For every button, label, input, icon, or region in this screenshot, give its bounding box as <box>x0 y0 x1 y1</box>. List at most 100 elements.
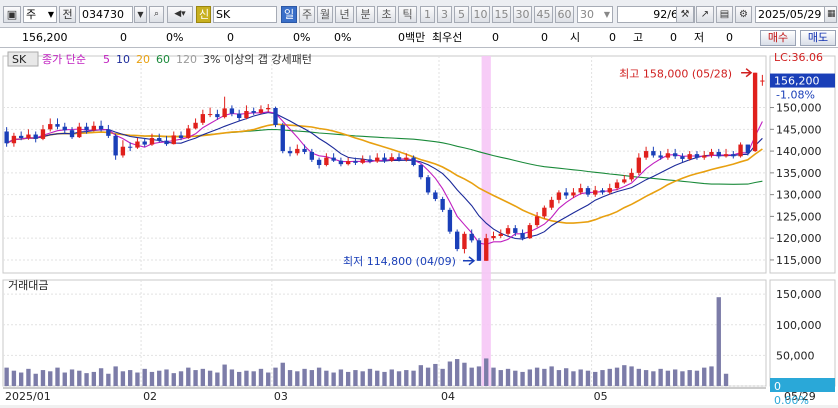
volume-bar <box>622 365 627 386</box>
volume-bar <box>258 368 264 386</box>
volume-bar <box>462 362 467 386</box>
volume-bar <box>680 371 685 386</box>
candle-body <box>18 135 24 139</box>
volume-bar <box>360 371 365 386</box>
period-tick[interactable]: 틱 <box>398 6 417 23</box>
volume-bar <box>484 358 489 386</box>
candle-body <box>324 157 329 166</box>
date-field[interactable]: 2025/05/29 <box>755 6 825 23</box>
sell-button[interactable]: 매도 <box>800 30 836 46</box>
candle-body <box>614 182 620 189</box>
change-value: 0 <box>120 31 127 44</box>
best-bid-a: 0 <box>492 31 499 44</box>
volume-value: 0 <box>227 31 234 44</box>
price-tick-label: 115,000 <box>776 254 822 267</box>
volume-bar <box>324 370 329 386</box>
volume-bar <box>186 367 191 386</box>
speaker-icon[interactable]: ◀▾ <box>167 6 193 23</box>
candle-body <box>672 153 678 157</box>
period-second[interactable]: 초 <box>377 6 396 23</box>
volume-bar <box>273 367 278 386</box>
period-year[interactable]: 년 <box>335 6 354 23</box>
chart-area[interactable]: 150,000 145,000 140,000 135,000 130,000 125,0… <box>0 48 838 407</box>
volume-bar <box>135 372 140 386</box>
volume-bar <box>534 367 540 386</box>
low-arrow <box>462 256 476 266</box>
period-month[interactable]: 월 <box>317 6 333 23</box>
period-minute[interactable]: 분 <box>356 6 375 23</box>
candle-body <box>40 129 46 139</box>
candle-body <box>280 124 285 152</box>
volume-bar <box>469 367 474 386</box>
type-select[interactable]: 주 ▼ <box>23 6 57 23</box>
volume-bar <box>142 368 147 386</box>
last-volume-pct: 0.00% <box>774 394 809 405</box>
interval-45[interactable]: 45 <box>534 6 553 23</box>
calendar-icon[interactable]: ▦ <box>824 6 837 23</box>
interval-60[interactable]: 60 <box>555 6 574 23</box>
candle-body <box>418 165 424 178</box>
candle-body <box>520 232 525 239</box>
legend-item: 종가 단순 <box>42 53 86 66</box>
symbol-tag-box <box>7 51 39 67</box>
volume-bar <box>411 370 416 386</box>
candle-body <box>404 157 409 160</box>
volume-bar <box>571 371 576 386</box>
interval-15[interactable]: 15 <box>492 6 511 23</box>
moving-averages <box>6 111 763 245</box>
volume-bar <box>556 370 562 386</box>
candle-body <box>236 113 242 118</box>
candle-body <box>171 135 176 145</box>
candle-body <box>585 188 591 195</box>
chart-line-icon[interactable]: ↗ <box>696 6 714 23</box>
code-input[interactable]: 034730 <box>79 6 133 23</box>
save-icon[interactable]: ▤ <box>716 6 733 23</box>
best-bid-label: 최우선 <box>432 31 463 44</box>
search-icon[interactable]: ⌕ <box>149 6 164 23</box>
volume-bar <box>69 369 75 386</box>
buy-button[interactable]: 매수 <box>760 30 796 46</box>
lc-label: LC:36.06 <box>774 51 823 64</box>
candle-body <box>658 155 663 158</box>
volume-bar <box>513 370 518 386</box>
interval-1[interactable]: 1 <box>420 6 435 23</box>
volume-bar <box>11 370 17 386</box>
toolbar: ▣ 주 ▼ 전 034730 ▼ ⌕ ◀▾ 신 SK 일 주 월 년 분 초 틱 … <box>0 0 838 28</box>
high-label: 고 <box>633 31 644 44</box>
last-volume-box <box>770 378 835 392</box>
volume-bar <box>607 368 612 386</box>
period-day[interactable]: 일 <box>281 6 297 23</box>
draw-tools-icon[interactable]: ⚒ <box>676 6 694 23</box>
candle-body <box>127 146 133 148</box>
candle-body <box>563 192 569 196</box>
amount-unit: 0백만 <box>398 31 426 44</box>
chevron-down-icon: ▼ <box>603 10 610 19</box>
interval-10[interactable]: 10 <box>471 6 490 23</box>
candle-body <box>91 125 97 131</box>
candle-body <box>636 157 642 173</box>
volume-bar <box>222 364 227 386</box>
volume-bar <box>251 371 256 386</box>
interval-select[interactable]: 30 ▼ <box>577 6 613 23</box>
volume-bar <box>665 370 671 386</box>
candle-body <box>469 233 474 241</box>
interval-5[interactable]: 5 <box>454 6 469 23</box>
interval-3[interactable]: 3 <box>437 6 452 23</box>
interval-30[interactable]: 30 <box>513 6 532 23</box>
candle-body <box>106 129 111 136</box>
period-week[interactable]: 주 <box>299 6 315 23</box>
candle-body <box>382 157 387 161</box>
candle-body <box>360 159 365 163</box>
stock-name-field[interactable]: SK <box>213 6 277 23</box>
volume-bar <box>549 366 554 386</box>
candle-body <box>578 188 583 193</box>
volume-bar <box>164 369 169 386</box>
code-dropdown-icon[interactable]: ▼ <box>134 6 147 23</box>
window-icon[interactable]: ▣ <box>3 6 21 23</box>
volume-bar <box>200 368 206 386</box>
gear-icon[interactable]: ⚙ <box>735 6 752 23</box>
candle-body <box>476 240 482 261</box>
candle-body <box>709 151 714 156</box>
candle-body <box>738 144 743 157</box>
tab-jeon[interactable]: 전 <box>59 6 76 23</box>
